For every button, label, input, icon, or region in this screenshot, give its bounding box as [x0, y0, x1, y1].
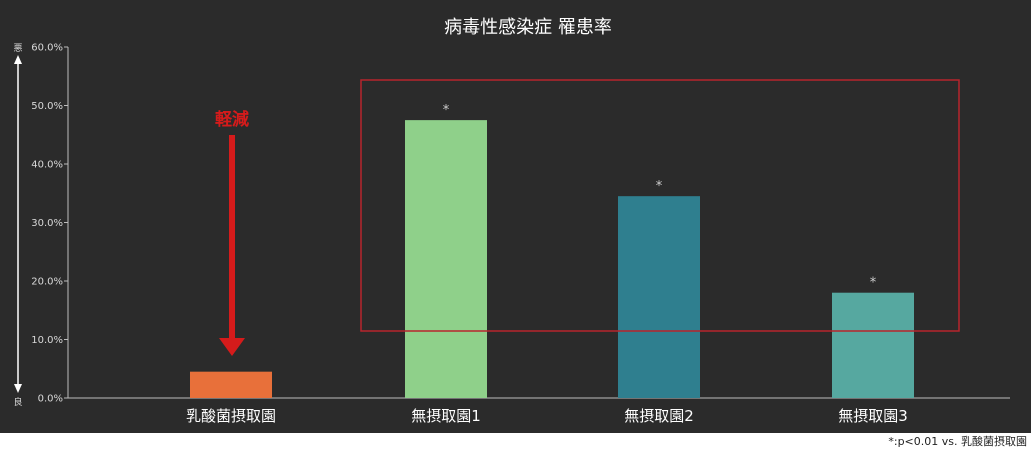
reduction-annotation: 軽減	[215, 109, 249, 356]
bar-1	[190, 371, 272, 398]
y-tick-label: 0.0%	[38, 394, 63, 405]
quality-axis-top-label: 悪	[13, 43, 22, 54]
y-tick-label: 50.0%	[31, 101, 63, 112]
significance-marker: *	[443, 103, 450, 118]
y-tick-label: 60.0%	[31, 43, 63, 54]
bars: * * *	[190, 103, 914, 398]
y-tick-label: 30.0%	[31, 218, 63, 229]
x-tick-label: 無摂取園3	[838, 407, 908, 425]
bar-3	[618, 196, 700, 398]
quality-axis-arrow-down	[14, 384, 22, 393]
highlight-box	[360, 79, 960, 332]
bar-4	[832, 292, 914, 398]
x-tick-label: 無摂取園2	[624, 407, 694, 425]
chart-title: 病毒性感染症 罹患率	[444, 17, 612, 38]
significance-marker: *	[656, 179, 663, 194]
significance-marker: *	[870, 276, 877, 291]
x-tick-label: 無摂取園1	[411, 407, 481, 425]
annotation-label: 軽減	[215, 109, 249, 130]
x-tick-label: 乳酸菌摂取園	[186, 407, 276, 425]
y-tick-label: 10.0%	[31, 335, 63, 346]
category-labels: 乳酸菌摂取園 無摂取園1 無摂取園2 無摂取園3	[186, 407, 908, 425]
quality-axis-arrow-up	[14, 55, 22, 64]
footnote: *:p<0.01 vs. 乳酸菌摂取園	[888, 435, 1027, 448]
bar-chart: 病毒性感染症 罹患率 0.0% 10.0% 20.0% 30.0% 40.0% 50.0%…	[0, 0, 1031, 433]
y-tick-label: 40.0%	[31, 160, 63, 171]
y-tick-label: 20.0%	[31, 277, 63, 288]
reduction-arrow-head	[219, 338, 245, 356]
bar-2	[405, 120, 487, 398]
quality-axis-bottom-label: 良	[13, 396, 22, 408]
